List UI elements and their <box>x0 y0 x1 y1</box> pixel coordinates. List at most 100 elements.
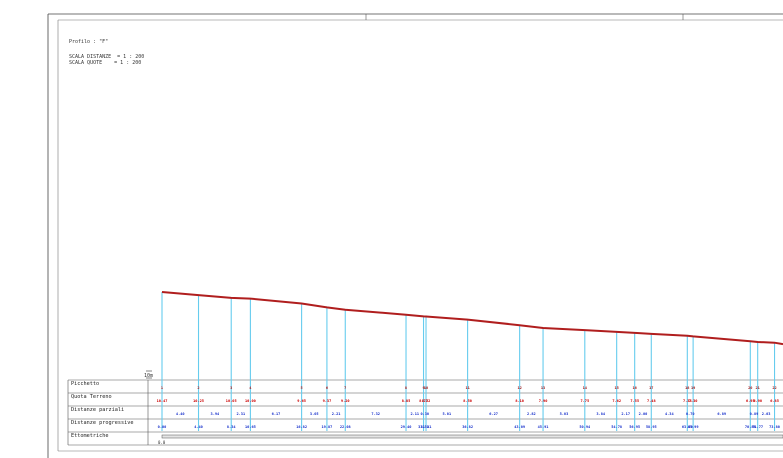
partial-distance-label: 2.17 <box>621 412 630 416</box>
station-id-label: 12 <box>517 386 521 390</box>
terrain-profile-line <box>161 291 783 346</box>
partial-distance-label: 3.94 <box>211 412 220 416</box>
progressive-distance-label: 50.94 <box>579 425 590 429</box>
elevation-label: 9.37 <box>323 399 332 403</box>
station-id-label: 9 <box>422 386 424 390</box>
elevation-label: 7.35 <box>683 399 692 403</box>
station-id-label: 17 <box>649 386 653 390</box>
progressive-distance-label: 73.80 <box>769 425 780 429</box>
elevation-label: 6.90 <box>753 399 762 403</box>
partial-distance-label: 4.40 <box>176 412 185 416</box>
progressive-distance-label: 31.81 <box>421 425 432 429</box>
elevation-label: 9.20 <box>341 399 350 403</box>
station-id-label: 8 <box>405 386 407 390</box>
station-id-label: 10 <box>424 386 428 390</box>
progressive-distance-label: 43.09 <box>514 425 525 429</box>
elevation-label: 8.73 <box>419 399 428 403</box>
progressive-distance-label: 71.77 <box>752 425 763 429</box>
station-id-label: 20 <box>748 386 752 390</box>
elevation-label: 7.48 <box>647 399 656 403</box>
partial-distance-label: 0.70 <box>686 412 695 416</box>
station-id-label: 13 <box>541 386 545 390</box>
elevation-label: 10.00 <box>245 399 256 403</box>
partial-distance-label: 2.31 <box>236 412 245 416</box>
row-label-ettometriche: Ettometriche <box>71 433 109 439</box>
row-label-parziali: Distanze parziali <box>71 407 125 413</box>
station-id-label: 7 <box>344 386 346 390</box>
partial-distance-label: 2.03 <box>762 412 771 416</box>
elevation-label: 6.85 <box>770 399 779 403</box>
station-labels: 1 10.47 0.00 2 10.25 4.40 4.40 3 10.05 3.94 8.34 4 1… <box>157 386 780 429</box>
elevation-label: 7.55 <box>630 399 639 403</box>
station-id-label: 5 <box>301 386 303 390</box>
partial-distance-label: 5.01 <box>442 412 451 416</box>
scale-heights: SCALA QUOTE = 1 : 200 <box>69 60 142 66</box>
progressive-distance-label: 36.82 <box>462 425 473 429</box>
station-id-label: 15 <box>615 386 619 390</box>
station-id-label: 16 <box>633 386 637 390</box>
progressive-distance-label: 10.65 <box>245 425 256 429</box>
partial-distance-label: 0.30 <box>420 412 429 416</box>
elevation-label: 8.10 <box>515 399 524 403</box>
partial-distance-label: 2.11 <box>410 412 419 416</box>
station-id-label: 18 <box>685 386 689 390</box>
partial-distance-label: 6.27 <box>489 412 498 416</box>
station-id-label: 4 <box>249 386 251 390</box>
elevation-label: 7.62 <box>612 399 621 403</box>
row-label-picchetto: Picchetto <box>71 381 100 387</box>
progressive-distance-label: 4.40 <box>194 425 203 429</box>
station-id-label: 3 <box>230 386 232 390</box>
elevation-label: 10.05 <box>226 399 237 403</box>
ettometriche-start: 0.0 <box>158 440 166 445</box>
elevation-label: 7.90 <box>539 399 548 403</box>
station-id-label: 22 <box>772 386 776 390</box>
station-id-label: 14 <box>583 386 587 390</box>
progressive-distance-label: 16.82 <box>296 425 307 429</box>
station-id-label: 6 <box>326 386 328 390</box>
partial-distance-label: 3.05 <box>310 412 319 416</box>
partial-distance-label: 2.00 <box>639 412 648 416</box>
partial-distance-label: 6.89 <box>717 412 726 416</box>
progressive-distance-label: 19.87 <box>322 425 333 429</box>
scale-distances: SCALA DISTANZE = 1 : 200 <box>69 54 145 60</box>
elevation-label: 10.47 <box>157 399 168 403</box>
partial-distance-label: 0.89 <box>750 412 759 416</box>
row-label-progressive: Distanze progressive <box>71 420 134 426</box>
progressive-distance-label: 8.34 <box>227 425 236 429</box>
station-id-label: 19 <box>691 386 695 390</box>
station-id-label: 21 <box>756 386 760 390</box>
progressive-distance-label: 70.88 <box>745 425 756 429</box>
partial-distance-label: 3.84 <box>596 412 605 416</box>
station-id-label: 11 <box>465 386 469 390</box>
elevation-label: 8.85 <box>402 399 411 403</box>
progressive-distance-label: 63.99 <box>688 425 699 429</box>
station-verticals <box>161 292 776 431</box>
elevation-label: 6.95 <box>746 399 755 403</box>
progressive-distance-label: 56.95 <box>629 425 640 429</box>
elevation-label: 7.75 <box>580 399 589 403</box>
progressive-distance-label: 29.40 <box>401 425 412 429</box>
datum-label: 10m <box>144 373 153 379</box>
elevation-label: 8.72 <box>422 399 431 403</box>
progressive-distance-label: 54.78 <box>611 425 622 429</box>
progressive-distance-label: 22.08 <box>340 425 351 429</box>
row-label-quota: Quota Terreno <box>71 394 112 400</box>
progressive-distance-label: 63.29 <box>682 425 693 429</box>
partial-distance-label: 4.34 <box>665 412 674 416</box>
progressive-distance-label: 0.00 <box>158 425 167 429</box>
partial-distance-label: 5.03 <box>560 412 569 416</box>
partial-distance-label: 2.21 <box>332 412 341 416</box>
elevation-label: 8.50 <box>463 399 472 403</box>
partial-distance-label: 6.17 <box>272 412 281 416</box>
progressive-distance-label: 31.51 <box>418 425 429 429</box>
station-id-label: 1 <box>161 386 163 390</box>
elevation-label: 7.30 <box>689 399 698 403</box>
progressive-distance-label: 58.95 <box>646 425 657 429</box>
station-id-label: 2 <box>197 386 199 390</box>
elevation-label: 9.65 <box>297 399 306 403</box>
partial-distance-label: 2.82 <box>527 412 536 416</box>
progressive-distance-label: 45.91 <box>538 425 549 429</box>
elevation-label: 10.25 <box>193 399 204 403</box>
